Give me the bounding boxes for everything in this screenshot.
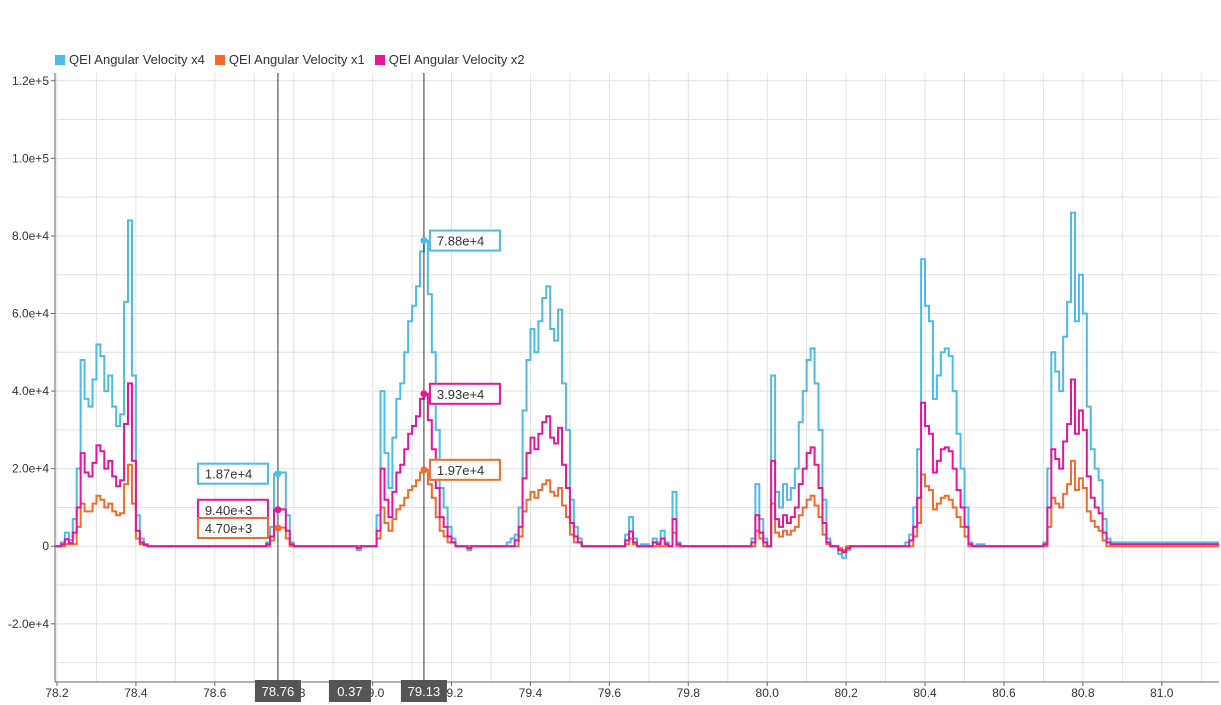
x-tick-label: 78.2 [45, 686, 69, 700]
x-tick-label: 79.4 [519, 686, 543, 700]
legend-label-x1: QEI Angular Velocity x1 [228, 52, 365, 67]
cursor-delta-label: 0.37 [337, 684, 362, 699]
cursor-value-frame [428, 382, 501, 405]
cursor-value-label: 1.87e+4 [205, 467, 252, 482]
cursor-value-frame [428, 458, 501, 481]
y-tick-label: 8.0e+4 [12, 229, 49, 243]
cursor-layer[interactable]: 1.87e+4 9.40e+3 4.70e+3 78.76 7.88e+4 3.93e+4… [196, 73, 501, 702]
cursor-marker [420, 466, 428, 474]
grid [55, 73, 1219, 682]
legend-label-x2: QEI Angular Velocity x2 [388, 52, 525, 67]
cursor-marker [420, 390, 428, 398]
x-tick-label: 80.6 [992, 686, 1016, 700]
cursor-x-label: 78.76 [262, 684, 295, 699]
x-tick-label: 79.8 [677, 686, 701, 700]
legend-label-x4: QEI Angular Velocity x4 [69, 52, 205, 67]
x-tick-label: 80.8 [1071, 686, 1095, 700]
axes: -2.0e+4 0 2.0e+4 4.0e+4 6.0e+4 8.0e+4 1.0e+5 1.… [8, 73, 1219, 700]
cursor-value-label: 7.88e+4 [437, 234, 484, 249]
y-tick-label: 2.0e+4 [12, 462, 49, 476]
cursor-marker [274, 470, 282, 478]
cursor-value-frame [196, 462, 269, 485]
cursor-value-label: 3.93e+4 [437, 387, 484, 402]
x-tick-label: 80.0 [756, 686, 780, 700]
cursor-x-label-bg [400, 680, 447, 702]
cursor-value-box: 3.93e+4 [428, 382, 501, 405]
series-line-2 [55, 378, 1219, 554]
x-tick-label: 80.2 [834, 686, 858, 700]
cursor-value-box: 9.40e+3 [196, 498, 269, 521]
legend-item-x1[interactable]: QEI Angular Velocity x1 [214, 52, 365, 67]
legend-swatch-x2 [374, 54, 385, 65]
cursor-value-box: 1.97e+4 [428, 458, 501, 481]
series-layer [55, 211, 1219, 559]
x-tick-label: 80.4 [913, 686, 937, 700]
cursor-x-label-bg [254, 680, 301, 702]
y-tick-label: 0 [42, 539, 49, 553]
legend-swatch-x4 [55, 54, 65, 65]
cursor-x-label: 79.13 [408, 684, 441, 699]
cursor-delta-bg [328, 680, 371, 702]
cursor-value-label: 4.70e+3 [205, 521, 252, 536]
legend-item-x2[interactable]: QEI Angular Velocity x2 [374, 52, 525, 67]
x-tick-label: 81.0 [1150, 686, 1174, 700]
cursor-marker [420, 237, 428, 245]
legend-item-x4[interactable]: QEI Angular Velocity x4 [55, 52, 205, 67]
x-tick-label: 78.6 [203, 686, 227, 700]
x-tick-label: 79.6 [598, 686, 622, 700]
cursor-value-frame [428, 229, 501, 252]
cursor-marker [274, 524, 282, 532]
y-tick-label: 4.0e+4 [12, 384, 49, 398]
cursor-value-label: 1.97e+4 [437, 463, 484, 478]
x-tick-label: 78.4 [124, 686, 148, 700]
cursor-value-label: 9.40e+3 [205, 503, 252, 518]
y-tick-label: 6.0e+4 [12, 306, 49, 320]
cursor-value-box: 1.87e+4 [196, 462, 269, 485]
y-tick-label: 1.0e+5 [12, 151, 49, 165]
y-tick-label: 1.2e+5 [12, 74, 49, 88]
cursor-value-box: 7.88e+4 [428, 229, 501, 252]
cursor-value-box: 4.70e+3 [196, 517, 269, 540]
cursor-marker [274, 506, 282, 514]
y-tick-label: -2.0e+4 [8, 617, 49, 631]
legend-swatch-x1 [214, 54, 225, 65]
legend: QEI Angular Velocity x4 QEI Angular Velo… [55, 52, 525, 67]
cursor-value-frame [196, 517, 269, 540]
